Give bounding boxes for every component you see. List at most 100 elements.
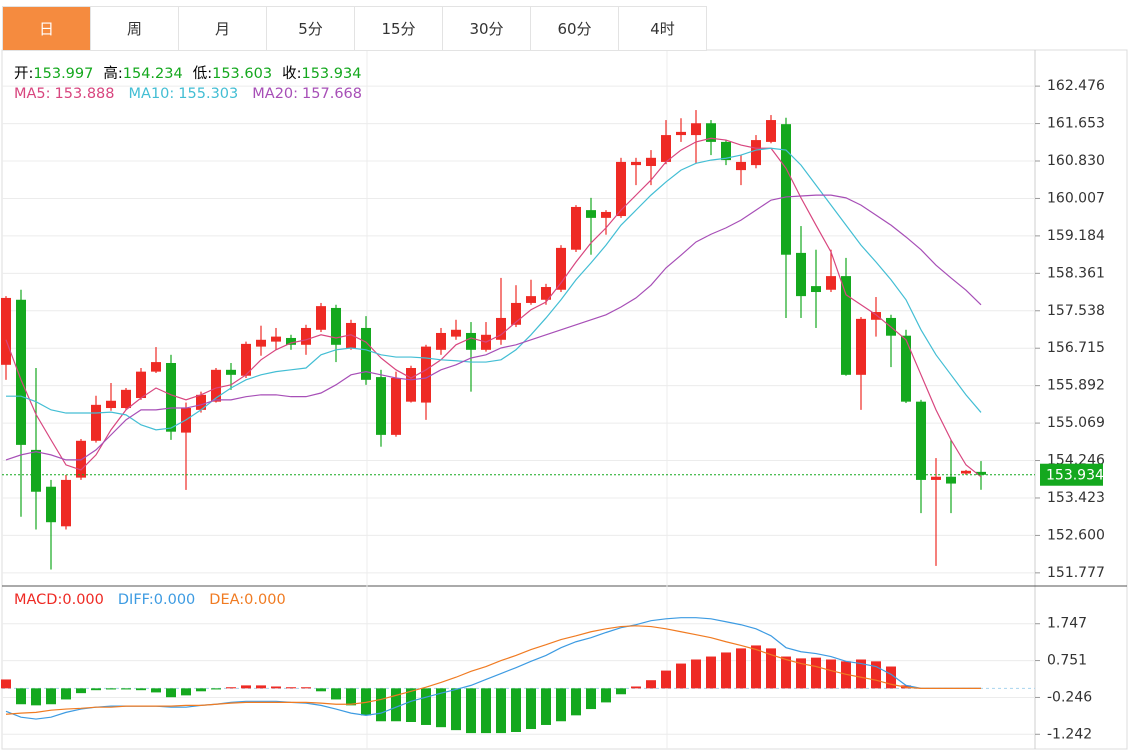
macd-bar [796,658,806,689]
tab[interactable]: 月 [179,6,267,51]
macd-bar [211,688,221,690]
candle-body [691,123,701,136]
tab[interactable]: 30分 [443,6,531,51]
last-price-box [1040,463,1103,486]
macd-bar [226,687,236,689]
macd-bar [721,652,731,689]
macd-bar [871,661,881,689]
macd-bar [676,663,686,689]
tab[interactable]: 5分 [267,6,355,51]
candle-body [271,336,281,342]
macd-bar [151,688,161,693]
macd-bar [301,687,311,689]
macd-bar [316,688,326,692]
tab[interactable]: 4时 [619,6,707,51]
candle-body [586,210,596,218]
candle-body [91,404,101,441]
candle-body [541,287,551,300]
period-tabs: 日周月 5分 15分 30分 60分 4时 [2,6,707,51]
y-tick-label: 153.423 [1047,490,1105,506]
candle-body [826,276,836,290]
candle-body [901,335,911,402]
legend-value: 0.000 [62,592,104,608]
legend-value: 0.000 [244,592,286,608]
candle-body [571,206,581,250]
macd-bar [436,688,446,728]
candle-body [166,362,176,432]
macd-bar [811,657,821,689]
legend-key: MA5 [14,86,51,102]
macd-bar [331,688,341,700]
legend-item: MACD0.000 [14,592,104,608]
macd-bar [571,688,581,716]
line-ma5 [5,137,982,478]
tab[interactable]: 日 [2,6,91,51]
candle-body [511,302,521,325]
legend-value: 154.234 [122,66,183,82]
y-tick-label: 160.007 [1047,190,1105,206]
y-tick-label: 151.777 [1047,565,1105,581]
macd-bar [631,686,641,689]
macd-bar [736,648,746,689]
legend-key: 高 [103,66,122,82]
candle-body [316,306,326,330]
legend-value: 153.934 [301,66,362,82]
candle-body [916,401,926,480]
y-tick-label: 160.830 [1047,153,1105,169]
y-tick-label: 155.892 [1047,378,1105,394]
legend-key: MA10 [129,86,175,102]
candle-body [331,307,341,345]
candle-body [16,299,26,445]
macd-bar [166,688,176,698]
legend-item: DIFF0.000 [118,592,195,608]
candle-body [406,367,416,402]
candle-body [796,252,806,297]
legend-key: MA20 [252,86,298,102]
candle-body [391,378,401,435]
y-tick-label: 152.600 [1047,527,1105,543]
tab[interactable]: 60分 [531,6,619,51]
legend-item: MA10155.303 [129,86,239,102]
macd-bar [421,688,431,725]
candle-body [211,369,221,402]
candle-body [766,120,776,142]
macd-bar [106,688,116,690]
macd-bar [691,659,701,689]
legend-key: 开 [14,66,33,82]
candle-body [721,141,731,161]
macd-bar [556,688,566,722]
y-tick-label: 155.069 [1047,415,1105,431]
candle-body [856,318,866,375]
macd-bar [136,688,146,691]
macd-bar [526,688,536,730]
candle-body [241,343,251,376]
macd-bar [16,688,26,705]
macd-bar [481,688,491,734]
candle-body [646,157,656,167]
line-diff [5,617,981,720]
tab[interactable]: 15分 [355,6,443,51]
candle-body [421,346,431,403]
macd-bar [766,648,776,689]
macd-legend: MACD0.000DIFF0.000DEA0.000 [14,592,300,608]
legend-item: 收153.934 [282,66,367,82]
macd-bar [391,688,401,722]
tab[interactable]: 周 [91,6,179,51]
ohlc-legend: 开153.997高154.234低153.603收153.934 [14,62,371,83]
candle-body [346,322,356,348]
legend-key: 收 [282,66,301,82]
candle-body [736,161,746,171]
candle-body [226,369,236,375]
candle-body [676,131,686,136]
macd-bar [586,688,596,710]
candle-body [151,362,161,372]
ma-legend: MA5153.888 MA10155.303 MA20157.668 [14,86,376,102]
candle-body [781,124,791,255]
y-tick-label: 156.715 [1047,340,1105,356]
macd-bar [286,687,296,689]
macd-bar [196,688,206,692]
macd-bar [241,685,251,689]
candle-body [661,135,671,162]
